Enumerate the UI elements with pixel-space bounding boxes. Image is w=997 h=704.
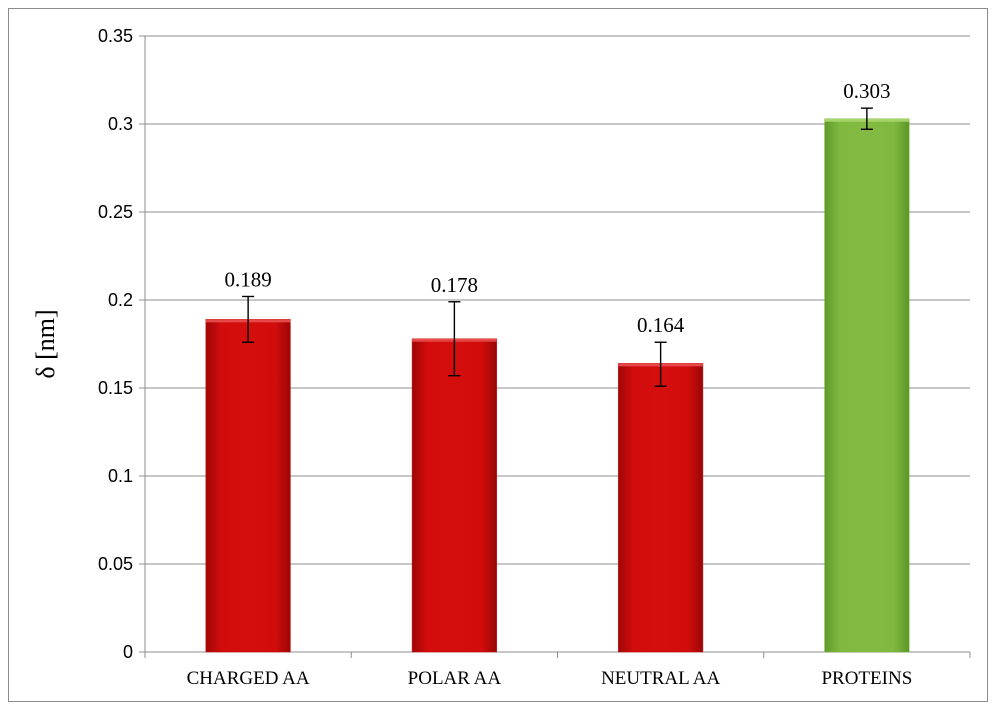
bars xyxy=(205,118,910,653)
x-tick-label: NEUTRAL AA xyxy=(601,668,720,689)
y-axis-title: δ [nm] xyxy=(31,309,60,378)
y-tick-label: 0 xyxy=(123,642,133,662)
bar xyxy=(824,118,910,653)
y-tick-label: 0.35 xyxy=(98,26,133,46)
y-tick-label: 0.3 xyxy=(108,114,133,134)
error-bars xyxy=(242,107,873,387)
data-label: 0.178 xyxy=(431,273,478,297)
data-label: 0.189 xyxy=(225,267,272,291)
x-tick-label: CHARGED AA xyxy=(187,668,310,689)
labels: 0 0.05 0.1 0.15 0.2 0.25 0.3 0.35 0.189 CHARGED A… xyxy=(98,26,912,689)
data-label: 0.303 xyxy=(843,79,890,103)
data-label: 0.164 xyxy=(637,313,685,337)
y-tick-label: 0.25 xyxy=(98,202,133,222)
axes xyxy=(144,36,971,658)
y-tick-label: 0.1 xyxy=(108,466,133,486)
y-tick-label: 0.2 xyxy=(108,290,133,310)
y-tick-label: 0.05 xyxy=(98,554,133,574)
bar xyxy=(618,363,704,653)
y-tick-label: 0.15 xyxy=(98,378,133,398)
bar xyxy=(411,338,497,653)
bar xyxy=(205,319,291,653)
x-tick-label: POLAR AA xyxy=(408,668,502,689)
x-tick-label: PROTEINS xyxy=(821,668,912,689)
